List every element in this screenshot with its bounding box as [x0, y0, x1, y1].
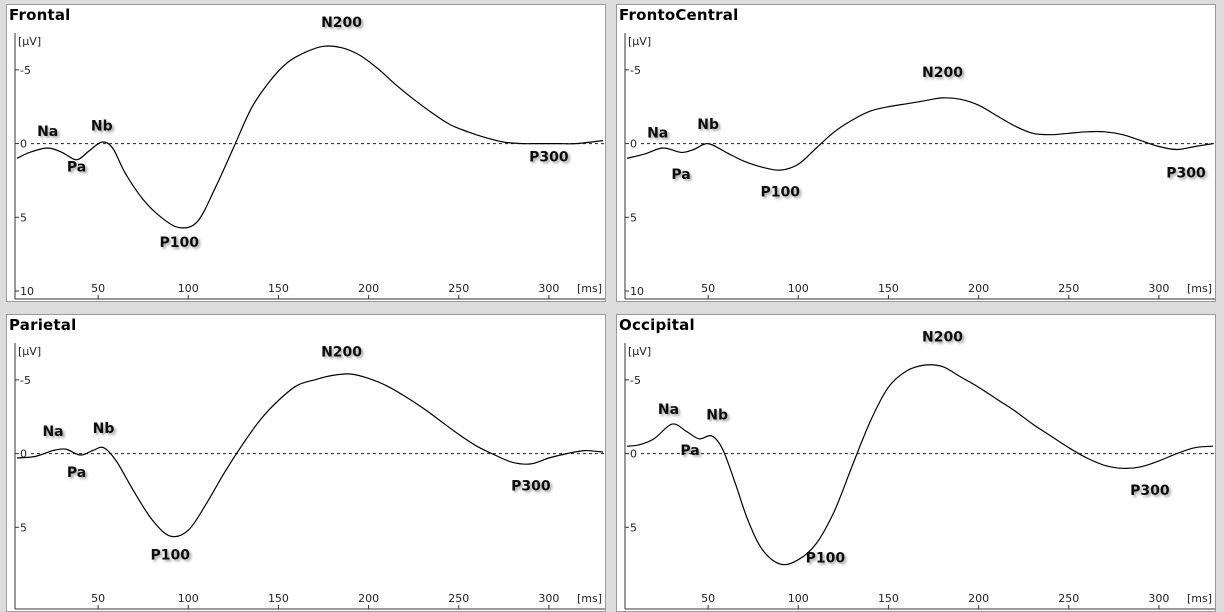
x-tick-label: 250: [1058, 592, 1079, 605]
panel-title: Occipital: [619, 316, 695, 334]
panel-parietal: Parietal [µV] -5 0 5 50 100 150 200 250 300 [ms] Na…: [6, 314, 606, 612]
y-unit-label: [µV]: [18, 345, 41, 358]
x-tick-label: 100: [178, 592, 199, 605]
y-tick-label: 0: [630, 448, 637, 461]
peak-label: Nb: [91, 118, 113, 134]
peak-label: Nb: [697, 117, 719, 133]
panel-title: Parietal: [9, 316, 77, 334]
peak-label: P100: [761, 185, 801, 201]
y-tick-label: 0: [20, 138, 27, 151]
x-tick-label: 200: [968, 592, 989, 605]
peak-label: P300: [511, 478, 551, 494]
x-tick-label: 150: [878, 592, 899, 605]
y-unit-label: [µV]: [18, 35, 41, 48]
peak-label: P300: [1166, 165, 1206, 181]
x-tick-label: 50: [91, 282, 105, 295]
x-tick-label: 100: [178, 282, 199, 295]
x-unit-label: [ms]: [1187, 592, 1212, 605]
x-tick-label: 100: [788, 592, 809, 605]
panel-frontal: Frontal [µV] -5 0 5 10 50 100 150 200 250 300 [ms] N…: [6, 4, 606, 302]
y-tick-label: 5: [630, 211, 637, 224]
peak-label: Na: [37, 124, 58, 140]
peak-label: Na: [658, 402, 679, 418]
peak-label: P300: [1130, 483, 1170, 499]
y-tick-label: -5: [20, 374, 31, 387]
peak-label: Pa: [671, 167, 690, 183]
x-tick-label: 200: [968, 282, 989, 295]
x-tick-label: 200: [358, 282, 379, 295]
peak-label: P100: [151, 548, 191, 564]
chart-parietal: [µV] -5 0 5 50 100 150 200 250 300 [ms] Na Pa Nb P100 N…: [14, 343, 605, 610]
peak-label: Pa: [67, 160, 86, 176]
x-tick-label: 50: [701, 282, 715, 295]
panel-frontocentral: FrontoCentral [µV] -5 0 5 10 50 100 150 200 250 30…: [616, 4, 1216, 302]
x-unit-label: [ms]: [577, 282, 602, 295]
y-tick-label: 5: [20, 521, 27, 534]
peak-label: P300: [529, 149, 569, 165]
panel-title: Frontal: [9, 6, 71, 24]
peak-label: Na: [647, 126, 668, 142]
x-unit-label: [ms]: [1187, 282, 1212, 295]
x-tick-label: 50: [701, 592, 715, 605]
x-tick-label: 300: [1148, 282, 1169, 295]
y-tick-label: 5: [20, 211, 27, 224]
y-tick-label: 10: [630, 285, 644, 298]
peak-label: N200: [922, 330, 963, 346]
panel-occipital: Occipital [µV] -5 0 5 50 100 150 200 250 300 [ms] N…: [616, 314, 1216, 612]
peak-label: N200: [321, 15, 362, 31]
y-tick-label: -5: [20, 64, 31, 77]
chart-frontal: [µV] -5 0 5 10 50 100 150 200 250 300 [ms] Na Pa Nb P10…: [14, 15, 605, 300]
y-unit-label: [µV]: [628, 345, 651, 358]
x-tick-label: 300: [1148, 592, 1169, 605]
x-tick-label: 300: [538, 592, 559, 605]
y-tick-label: -5: [630, 374, 641, 387]
chart-occipital: [µV] -5 0 5 50 100 150 200 250 300 [ms] Na Pa Nb P100 N…: [624, 330, 1215, 610]
panel-title: FrontoCentral: [619, 6, 739, 24]
chart-frontocentral: [µV] -5 0 5 10 50 100 150 200 250 300 [ms] Na Pa Nb P10…: [624, 33, 1215, 300]
erp-curve: [626, 364, 1214, 566]
x-tick-label: 150: [878, 282, 899, 295]
y-tick-label: 0: [630, 138, 637, 151]
peak-label: Pa: [680, 443, 699, 459]
peak-label: N200: [321, 344, 362, 360]
y-tick-label: 0: [20, 448, 27, 461]
x-tick-label: 150: [268, 592, 289, 605]
y-tick-label: -5: [630, 64, 641, 77]
x-tick-label: 250: [448, 282, 469, 295]
erp-curve: [16, 373, 604, 538]
erp-curve: [626, 97, 1214, 171]
peak-label: N200: [922, 65, 963, 81]
peak-label: Pa: [67, 465, 86, 481]
x-tick-label: 250: [1058, 282, 1079, 295]
x-tick-label: 200: [358, 592, 379, 605]
erp-curve: [16, 45, 604, 229]
y-tick-label: 10: [20, 285, 34, 298]
x-tick-label: 100: [788, 282, 809, 295]
x-tick-label: 50: [91, 592, 105, 605]
peak-label: P100: [160, 235, 200, 251]
x-unit-label: [ms]: [577, 592, 602, 605]
peak-label: Nb: [706, 408, 728, 424]
peak-label: Nb: [93, 421, 115, 437]
peak-label: P100: [806, 551, 846, 567]
y-unit-label: [µV]: [628, 35, 651, 48]
x-tick-label: 250: [448, 592, 469, 605]
peak-label: Na: [42, 424, 63, 440]
y-tick-label: 5: [630, 521, 637, 534]
x-tick-label: 300: [538, 282, 559, 295]
x-tick-label: 150: [268, 282, 289, 295]
